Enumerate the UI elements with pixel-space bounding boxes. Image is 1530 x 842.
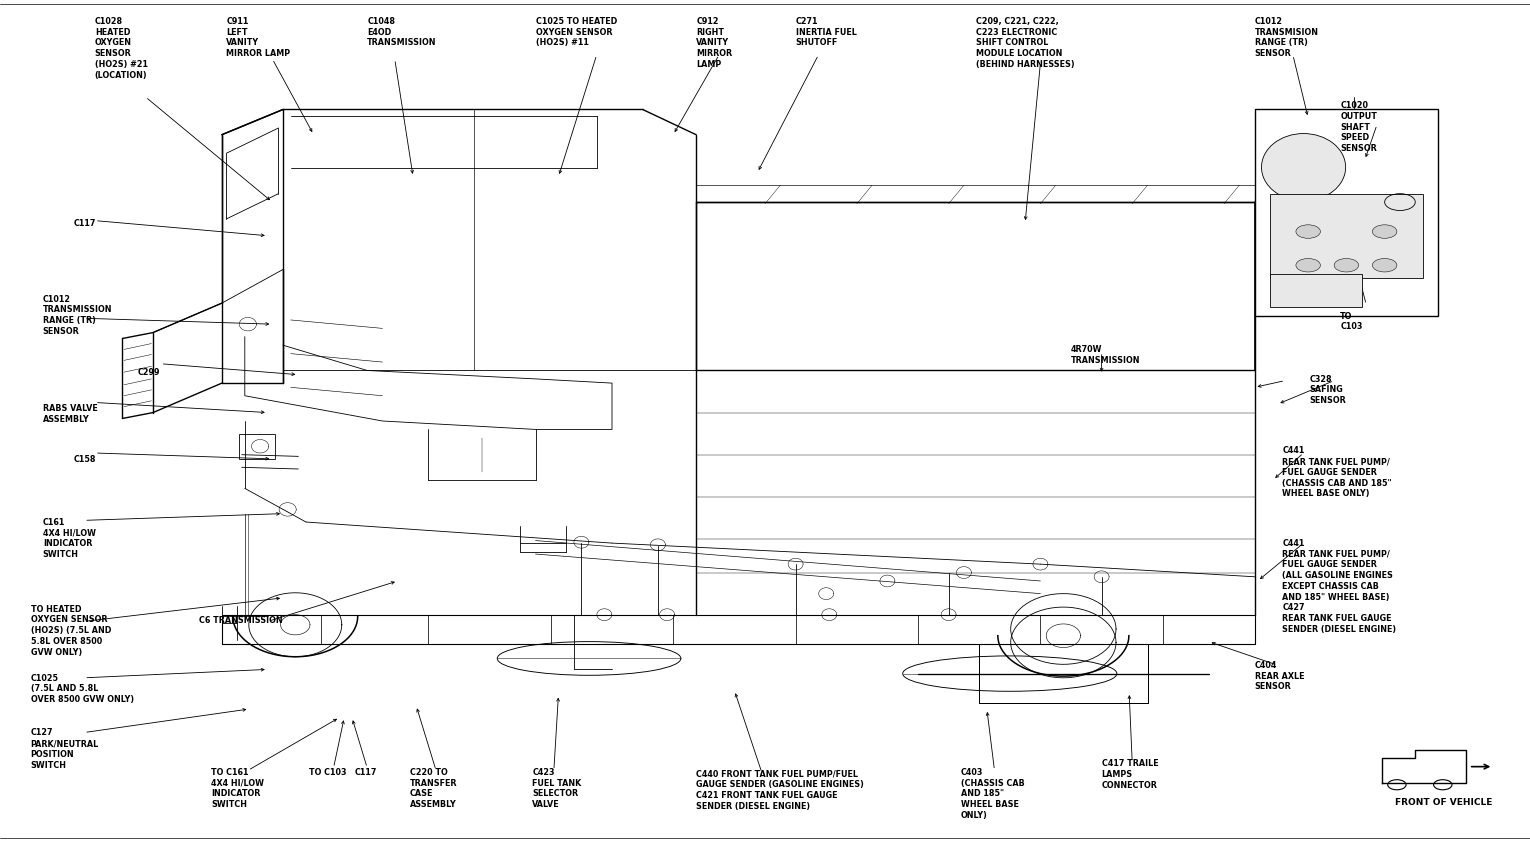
Text: C117: C117 <box>1310 282 1333 291</box>
Bar <box>1270 274 1362 307</box>
Text: C220 TO
TRANSFER
CASE
ASSEMBLY: C220 TO TRANSFER CASE ASSEMBLY <box>410 768 457 809</box>
Circle shape <box>1296 225 1320 238</box>
Text: C1049
4R70W
TRANSMISSION: C1049 4R70W TRANSMISSION <box>1340 202 1409 232</box>
Text: C161
4X4 HI/LOW
INDICATOR
SWITCH: C161 4X4 HI/LOW INDICATOR SWITCH <box>43 518 96 559</box>
Text: C1025
(7.5L AND 5.8L
OVER 8500 GVW ONLY): C1025 (7.5L AND 5.8L OVER 8500 GVW ONLY) <box>31 674 133 704</box>
Text: C6 TRANSMISSION: C6 TRANSMISSION <box>199 616 283 626</box>
Text: C1020
OUTPUT
SHAFT
SPEED
SENSOR: C1020 OUTPUT SHAFT SPEED SENSOR <box>1340 101 1377 153</box>
Text: C440 FRONT TANK FUEL PUMP/FUEL
GAUGE SENDER (GASOLINE ENGINES)
C421 FRONT TANK F: C440 FRONT TANK FUEL PUMP/FUEL GAUGE SEN… <box>696 770 864 811</box>
Text: TO
C103: TO C103 <box>1340 312 1363 331</box>
Ellipse shape <box>1261 134 1346 201</box>
Text: C423
FUEL TANK
SELECTOR
VALVE: C423 FUEL TANK SELECTOR VALVE <box>532 768 581 809</box>
Text: C271
INERTIA FUEL
SHUTOFF: C271 INERTIA FUEL SHUTOFF <box>796 17 857 47</box>
Text: C328
SAFING
SENSOR: C328 SAFING SENSOR <box>1310 375 1346 405</box>
Text: C1025 TO HEATED
OXYGEN SENSOR
(HO2S) #11: C1025 TO HEATED OXYGEN SENSOR (HO2S) #11 <box>536 17 617 47</box>
Text: 4R70W
TRANSMISSION: 4R70W TRANSMISSION <box>1071 345 1140 365</box>
Text: TO C103: TO C103 <box>309 768 347 777</box>
Text: C911
LEFT
VANITY
MIRROR LAMP: C911 LEFT VANITY MIRROR LAMP <box>226 17 291 58</box>
Text: C117: C117 <box>73 219 96 228</box>
Text: FRONT OF VEHICLE: FRONT OF VEHICLE <box>1395 798 1493 807</box>
Text: C403
(CHASSIS CAB
AND 185"
WHEEL BASE
ONLY): C403 (CHASSIS CAB AND 185" WHEEL BASE ON… <box>961 768 1025 820</box>
Text: C1028
HEATED
OXYGEN
SENSOR
(HO2S) #21
(LOCATION): C1028 HEATED OXYGEN SENSOR (HO2S) #21 (L… <box>95 17 148 80</box>
Circle shape <box>1372 258 1397 272</box>
Text: C117: C117 <box>355 768 378 777</box>
Text: C1012
TRANSMISSION
RANGE (TR)
SENSOR: C1012 TRANSMISSION RANGE (TR) SENSOR <box>43 295 112 336</box>
Text: C912
RIGHT
VANITY
MIRROR
LAMP: C912 RIGHT VANITY MIRROR LAMP <box>696 17 733 69</box>
Text: C404
REAR AXLE
SENSOR: C404 REAR AXLE SENSOR <box>1255 661 1304 691</box>
Text: C299: C299 <box>138 368 161 377</box>
Text: C441
REAR TANK FUEL PUMP/
FUEL GAUGE SENDER
(ALL GASOLINE ENGINES
EXCEPT CHASSIS: C441 REAR TANK FUEL PUMP/ FUEL GAUGE SEN… <box>1282 539 1397 634</box>
Bar <box>239 434 275 459</box>
FancyBboxPatch shape <box>1255 109 1438 316</box>
Bar <box>1270 194 1423 278</box>
Circle shape <box>1296 258 1320 272</box>
Text: C127
PARK/NEUTRAL
POSITION
SWITCH: C127 PARK/NEUTRAL POSITION SWITCH <box>31 728 99 770</box>
Text: RABS VALVE
ASSEMBLY: RABS VALVE ASSEMBLY <box>43 404 98 424</box>
Text: C417 TRAILE
LAMPS
CONNECTOR: C417 TRAILE LAMPS CONNECTOR <box>1102 759 1158 790</box>
Circle shape <box>1372 225 1397 238</box>
Text: C441
REAR TANK FUEL PUMP/
FUEL GAUGE SENDER
(CHASSIS CAB AND 185"
WHEEL BASE ONL: C441 REAR TANK FUEL PUMP/ FUEL GAUGE SEN… <box>1282 446 1392 498</box>
Text: C158: C158 <box>73 455 96 464</box>
Text: TO C161
4X4 HI/LOW
INDICATOR
SWITCH: TO C161 4X4 HI/LOW INDICATOR SWITCH <box>211 768 265 809</box>
Text: C1048
E4OD
TRANSMISSION: C1048 E4OD TRANSMISSION <box>367 17 436 47</box>
Circle shape <box>1334 258 1359 272</box>
Text: TO HEATED
OXYGEN SENSOR
(HO2S) (7.5L AND
5.8L OVER 8500
GVW ONLY): TO HEATED OXYGEN SENSOR (HO2S) (7.5L AND… <box>31 605 112 657</box>
Text: C209, C221, C222,
C223 ELECTRONIC
SHIFT CONTROL
MODULE LOCATION
(BEHIND HARNESSE: C209, C221, C222, C223 ELECTRONIC SHIFT … <box>976 17 1074 69</box>
Text: C1012
TRANSMISION
RANGE (TR)
SENSOR: C1012 TRANSMISION RANGE (TR) SENSOR <box>1255 17 1319 58</box>
